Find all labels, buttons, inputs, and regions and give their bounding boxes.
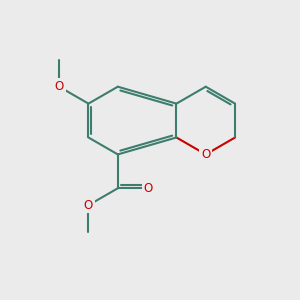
Text: O: O xyxy=(201,148,210,161)
Text: O: O xyxy=(55,80,64,93)
Text: O: O xyxy=(84,199,93,212)
Text: O: O xyxy=(144,182,153,195)
